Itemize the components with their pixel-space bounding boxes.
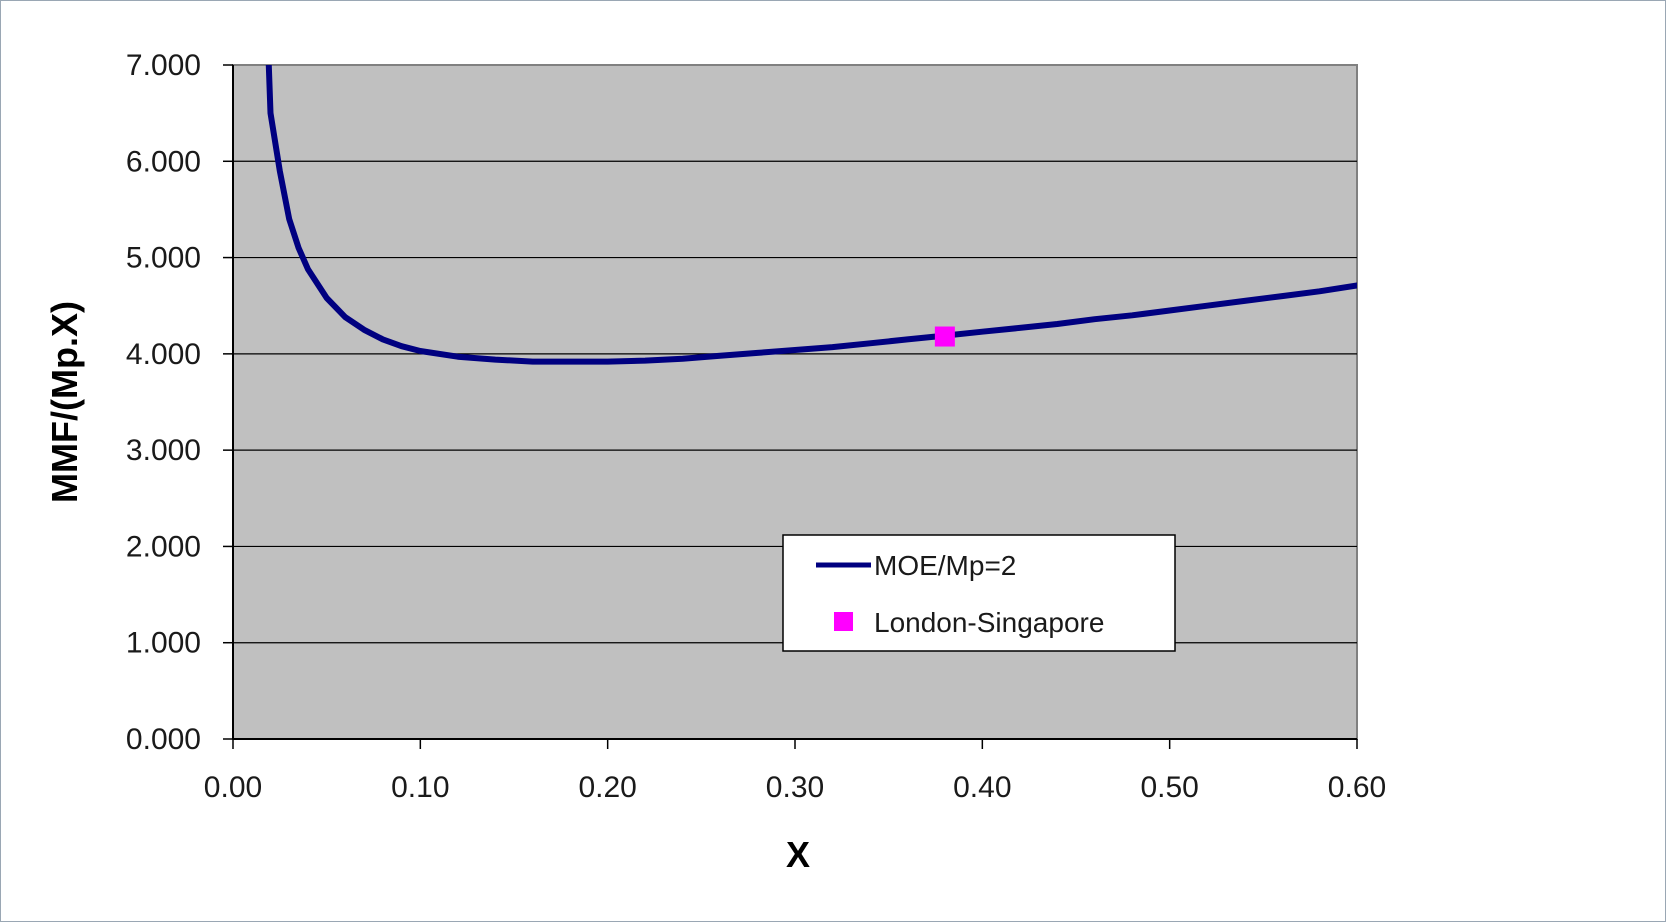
y-tick-label: 3.000 xyxy=(126,434,201,467)
y-tick-label: 4.000 xyxy=(126,338,201,371)
y-tick-label: 0.000 xyxy=(126,723,201,756)
x-axis-title: X xyxy=(786,834,810,875)
legend-box xyxy=(782,534,1176,652)
x-tick-label: 0.00 xyxy=(204,771,262,804)
x-tick-label: 0.50 xyxy=(1140,771,1198,804)
x-tick-label: 0.20 xyxy=(578,771,636,804)
legend-marker-swatch xyxy=(834,612,853,631)
x-tick-label: 0.60 xyxy=(1328,771,1386,804)
y-tick-label: 6.000 xyxy=(126,145,201,178)
series-layer xyxy=(265,65,1357,365)
axes xyxy=(223,64,1358,749)
y-tick-label: 5.000 xyxy=(126,242,201,275)
y-tick-labels: 0.000 1.000 2.000 3.000 4.000 5.000 6.000 7.000 xyxy=(126,49,201,756)
y-axis-title: MMF/(Mp.X) xyxy=(44,301,85,503)
x-tick-label: 0.40 xyxy=(953,771,1011,804)
x-tick-label: 0.30 xyxy=(766,771,824,804)
legend-label-line: MOE/Mp=2 xyxy=(874,550,1016,581)
marker-london-singapore xyxy=(934,326,955,347)
y-tick-label: 2.000 xyxy=(126,530,201,563)
y-tick-label: 7.000 xyxy=(126,49,201,82)
legend: MOE/Mp=2 London-Singapore xyxy=(782,534,1176,652)
series-line-moe-mp-2 xyxy=(265,65,1357,365)
x-tick-label: 0.10 xyxy=(391,771,449,804)
legend-label-marker: London-Singapore xyxy=(874,607,1104,638)
x-tick-labels: 0.00 0.10 0.20 0.30 0.40 0.50 0.60 xyxy=(204,771,1386,804)
y-tick-label: 1.000 xyxy=(126,627,201,660)
